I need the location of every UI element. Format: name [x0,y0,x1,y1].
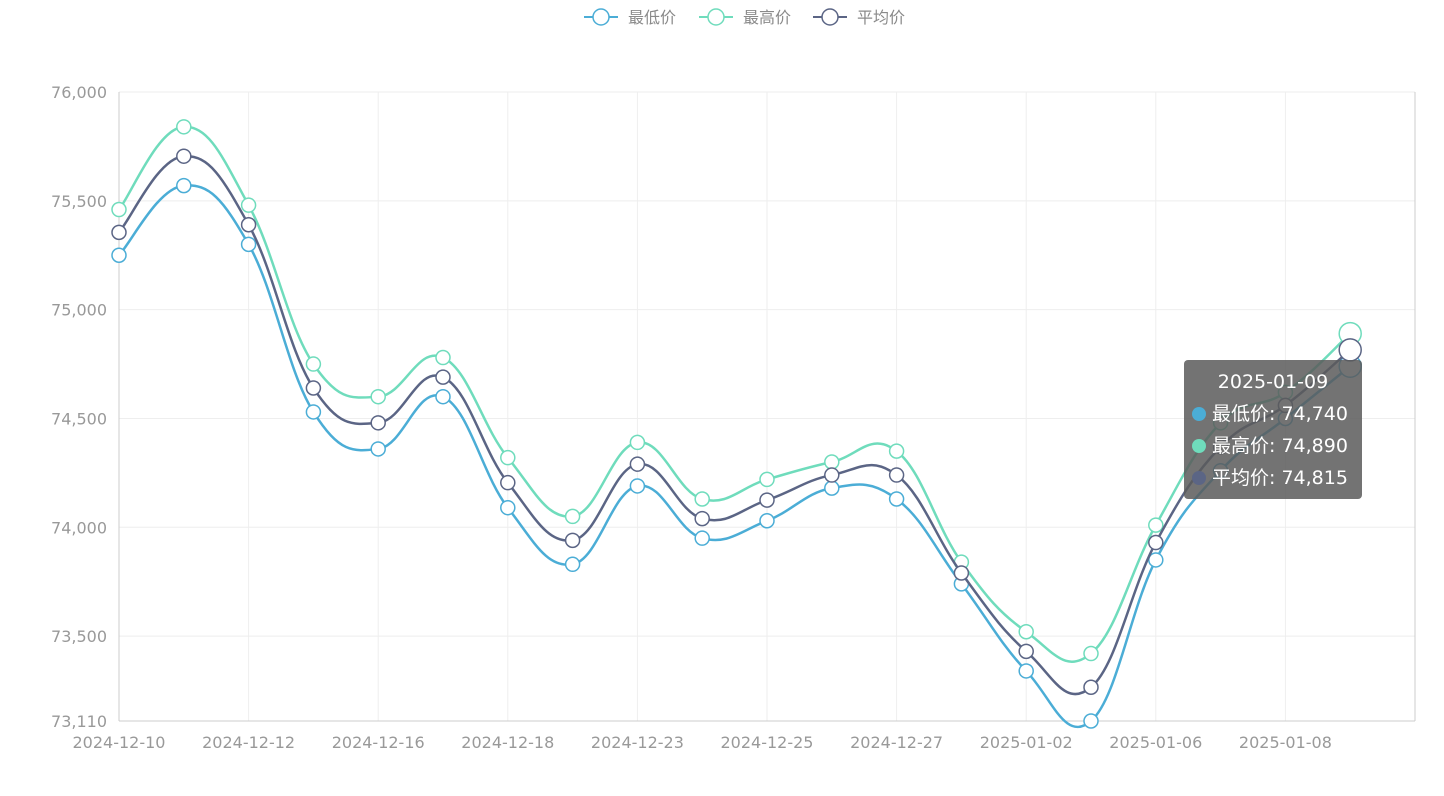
data-point[interactable] [240,236,257,253]
data-point[interactable] [1083,679,1099,696]
data-point[interactable] [240,217,257,233]
data-point[interactable] [1018,663,1034,679]
data-point[interactable] [1338,338,1362,362]
data-point[interactable] [888,443,905,459]
data-point[interactable] [759,471,775,488]
legend-marker [821,8,839,26]
data-point[interactable] [176,119,192,135]
tooltip: 2025-01-09 最低价: 74,740 最高价: 74,890 平均价: … [1184,360,1362,499]
series-line [118,154,1352,696]
data-point[interactable] [111,201,127,218]
x-tick-label: 2024-12-25 [721,733,814,752]
data-point[interactable] [1018,624,1034,640]
data-point[interactable] [500,474,516,491]
x-tick-label: 2025-01-06 [1109,733,1202,752]
data-point[interactable] [176,177,192,194]
data-point[interactable] [564,532,581,549]
data-point[interactable] [1083,713,1099,729]
y-tick-label: 74,500 [51,409,107,428]
y-tick-label: 75,000 [51,301,107,320]
tooltip-dot-min [1192,407,1206,421]
legend-label: 平均价 [857,8,905,27]
data-point[interactable] [1083,645,1099,662]
data-point[interactable] [370,441,386,457]
y-tick-label: 75,500 [51,192,107,211]
tooltip-row-min: 最低价: 74,740 [1192,398,1354,430]
y-tick-label: 76,000 [51,83,107,102]
data-point[interactable] [888,491,905,507]
data-point[interactable] [824,467,840,483]
data-point[interactable] [111,247,127,263]
x-tick-label: 2025-01-02 [980,733,1073,752]
data-point[interactable] [629,456,646,472]
data-point[interactable] [759,492,775,508]
data-point[interactable] [435,388,451,405]
tooltip-row-min-label: 最低价: 74,740 [1212,403,1348,425]
data-point[interactable] [435,369,451,385]
series-1 [111,177,1362,729]
legend[interactable]: 最低价 最高价 平均价 [584,8,905,27]
data-point[interactable] [694,510,710,527]
data-point[interactable] [694,530,710,546]
data-point[interactable] [1148,534,1164,551]
x-tick-label: 2024-12-10 [73,733,166,752]
data-point[interactable] [370,388,386,405]
data-point[interactable] [564,556,581,573]
tooltip-row-max: 最高价: 74,890 [1192,430,1354,462]
legend-marker [707,8,725,26]
x-tick-label: 2024-12-18 [461,733,554,752]
x-tick-label: 2024-12-12 [202,733,295,752]
y-tick-label: 73,500 [51,627,107,646]
data-point[interactable] [953,565,970,581]
data-point[interactable] [694,491,710,507]
data-point[interactable] [240,197,257,213]
y-tick-label: 74,000 [51,518,107,537]
x-tick-label: 2025-01-08 [1239,733,1332,752]
data-point[interactable] [305,380,322,396]
series [111,119,1362,729]
legend-item[interactable]: 最高价 [699,8,791,27]
data-point[interactable] [564,508,581,525]
grid [119,91,1415,721]
data-point[interactable] [824,480,840,496]
data-point[interactable] [1018,643,1034,660]
x-tick-label: 2024-12-23 [591,733,684,752]
data-point[interactable] [824,454,840,470]
legend-item[interactable]: 最低价 [584,8,676,27]
tooltip-dot-max [1192,439,1206,453]
series-3 [111,148,1362,696]
data-point[interactable] [500,449,516,466]
data-point[interactable] [629,434,646,451]
y-tick-label: 73,110 [51,712,107,731]
data-point[interactable] [500,499,516,516]
tooltip-row-avg-label: 平均价: 74,815 [1212,467,1348,489]
tooltip-title: 2025-01-09 [1217,371,1329,393]
data-point[interactable] [435,349,451,366]
axes: 73,110 73,500 74,000 74,500 75,000 75,500 76,0… [51,83,1416,752]
tooltip-row-avg: 平均价: 74,815 [1192,462,1354,494]
data-point[interactable] [759,513,775,529]
data-point[interactable] [176,148,192,164]
data-point[interactable] [305,404,322,420]
legend-label: 最高价 [743,8,791,27]
x-tick-label: 2024-12-27 [850,733,943,752]
legend-item[interactable]: 平均价 [813,8,905,27]
x-tick-label: 2024-12-16 [332,733,425,752]
data-point[interactable] [1148,517,1164,533]
legend-label: 最低价 [628,8,676,27]
series-line [118,184,1351,729]
tooltip-dot-avg [1192,471,1206,485]
data-point[interactable] [370,415,386,431]
tooltip-row-max-label: 最高价: 74,890 [1212,435,1348,457]
data-point[interactable] [111,224,127,241]
series-2 [111,119,1362,663]
data-point[interactable] [888,467,905,483]
data-point[interactable] [305,356,322,372]
legend-marker [592,8,610,26]
data-point[interactable] [629,478,646,494]
